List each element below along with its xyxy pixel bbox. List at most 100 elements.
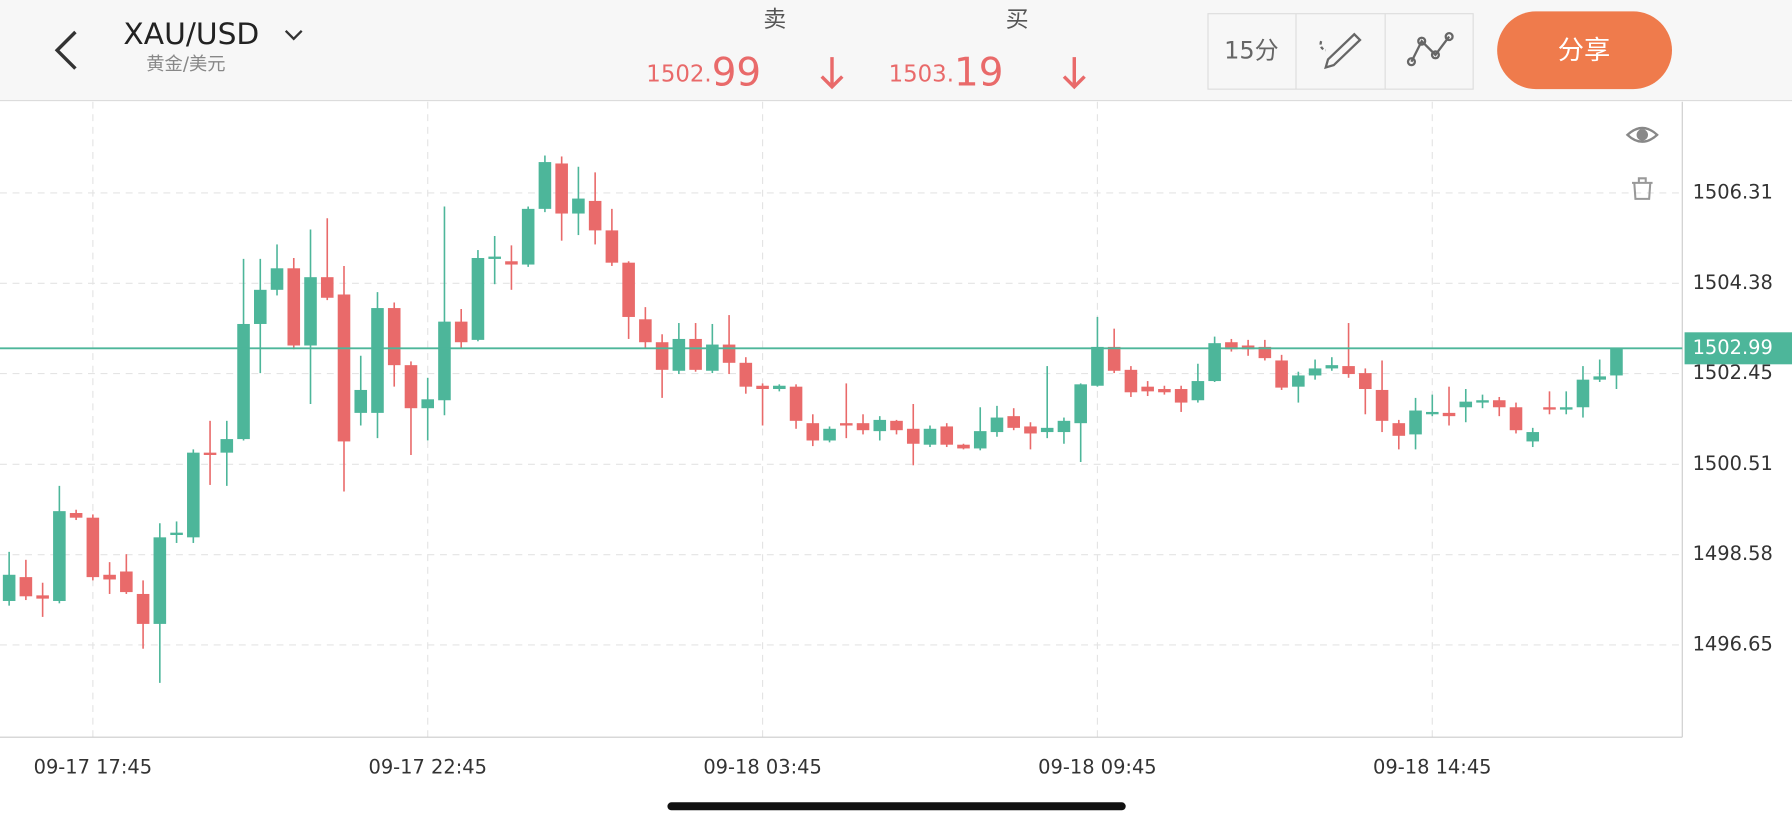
candle-body [806, 423, 820, 441]
draw-tool-button[interactable] [1319, 32, 1362, 70]
candle-body [1342, 366, 1355, 375]
candle-body [203, 452, 217, 455]
candle-body [1543, 407, 1556, 410]
tool-group [1207, 13, 1474, 90]
candle-body [86, 517, 100, 578]
candle-body [488, 256, 501, 259]
header-bg [0, 0, 1792, 101]
share-label[interactable]: 分享 [1558, 36, 1611, 66]
candle-body [1057, 420, 1071, 433]
candle-body [555, 163, 568, 214]
candle-body [1124, 369, 1138, 393]
candle-body [990, 417, 1004, 433]
candle-body [53, 511, 66, 601]
y-tick-label: 1504.38 [1693, 271, 1773, 294]
candle-body [270, 268, 284, 290]
candle-body [1208, 343, 1221, 382]
candle-body [923, 428, 937, 445]
candle-body [538, 162, 552, 209]
visibility-toggle[interactable] [1625, 126, 1659, 143]
sell-label: 卖 [763, 7, 786, 33]
sell-price: 1502.99 [646, 50, 761, 95]
y-tick-label: 1496.65 [1693, 632, 1773, 655]
candle-body [973, 431, 987, 449]
candle-body [1191, 381, 1205, 401]
candle-body [1426, 411, 1439, 415]
candle-body [856, 423, 870, 431]
candle-body [404, 365, 418, 409]
candle-body [572, 198, 585, 214]
candle-body [605, 230, 619, 263]
candle-body [789, 386, 803, 421]
symbol-name: 黄金/美元 [146, 54, 225, 75]
candle-body [1610, 348, 1623, 376]
plot-area [0, 101, 1683, 738]
home-indicator [667, 802, 1126, 811]
sell-arrow [820, 57, 844, 90]
candle-body [1292, 375, 1305, 387]
candle-body [1241, 345, 1255, 350]
candle-body [1559, 407, 1573, 410]
candle-body [1308, 368, 1322, 376]
candle-body [120, 571, 133, 593]
buy-price: 1503.19 [889, 50, 1004, 95]
x-tick-label: 09-17 22:45 [368, 756, 486, 779]
candle-body [1258, 346, 1272, 359]
candle-body [1225, 342, 1238, 350]
candle-body [1359, 373, 1372, 390]
symbol-dropdown[interactable] [284, 30, 303, 41]
candle-body [1409, 410, 1422, 435]
candle-body [153, 537, 167, 624]
candle-body [840, 423, 853, 426]
share-button[interactable] [1497, 11, 1672, 90]
candle-body [471, 257, 485, 340]
candle-body [421, 399, 434, 409]
delete-button[interactable] [1632, 177, 1653, 200]
candle-body [957, 444, 970, 449]
candle-body [773, 385, 786, 390]
candle-body [320, 277, 334, 298]
candle-body [639, 319, 652, 343]
timeframe-button[interactable]: 15分 [1224, 36, 1279, 64]
candle-body [1158, 389, 1171, 393]
x-tick-label: 09-17 17:45 [34, 756, 152, 779]
candle-body [1325, 365, 1339, 369]
x-tick-label: 09-18 14:45 [1373, 756, 1491, 779]
candle-body [387, 308, 401, 366]
candle-body [254, 289, 267, 324]
last-price-label: 1502.99 [1693, 336, 1773, 359]
candle-body [655, 342, 669, 370]
candle-body [1576, 379, 1590, 408]
candle-body [873, 419, 887, 432]
candle-body [1275, 360, 1288, 388]
candle-body [890, 420, 903, 431]
candle-body [588, 200, 602, 231]
candle-body [1593, 376, 1606, 380]
x-tick-label: 09-18 09:45 [1038, 756, 1156, 779]
back-button[interactable] [54, 30, 77, 70]
candle-body [906, 428, 920, 444]
candle-body [337, 294, 351, 442]
candle-body [1007, 416, 1020, 428]
candle-body [454, 321, 468, 343]
candle-body [722, 344, 736, 363]
candle-body [1141, 386, 1154, 392]
y-tick-label: 1500.51 [1693, 452, 1773, 475]
candle-body [438, 321, 451, 401]
candle-body [287, 268, 301, 346]
candle-body [1024, 426, 1037, 434]
symbol[interactable]: XAU/USD [123, 17, 259, 52]
candle-body [622, 262, 635, 317]
candle-body [940, 426, 954, 445]
chart [0, 101, 1683, 738]
candle-body [521, 208, 535, 265]
candle-body [136, 593, 150, 624]
indicator-button[interactable] [1406, 32, 1454, 67]
y-tick-label: 1502.45 [1693, 361, 1773, 384]
candle-body [1392, 423, 1406, 436]
candle-body [304, 277, 317, 346]
candle-body [1442, 412, 1456, 417]
candle-body [1526, 432, 1540, 442]
